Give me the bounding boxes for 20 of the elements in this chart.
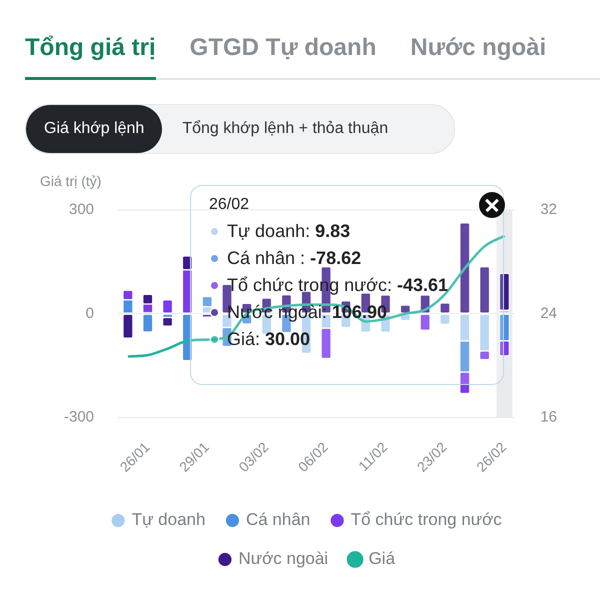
text: GTGD Tự doanh [190, 33, 376, 63]
legend-label: Tự doanh [132, 510, 206, 530]
text: Giá khớp lệnh [26, 105, 162, 153]
y-axis-title: Giá trị (tỷ) [40, 172, 102, 189]
legend-label: Nước ngoài [238, 549, 328, 568]
legend-label: Giá [368, 549, 396, 568]
legend-label: Cá nhân [246, 510, 310, 530]
annotation: 26/02 [209, 196, 250, 214]
chart-title: Tổng giá trị [25, 28, 156, 80]
y2-tick-label: 16 [540, 408, 558, 426]
y-tick-label: 0 [86, 304, 94, 322]
annotation: Cá nhân : -78.62 [227, 248, 362, 269]
text: Nước ngoài [410, 33, 546, 63]
legend-label: Tổ chức trong nước [350, 510, 502, 530]
y2-tick-label: 24 [540, 304, 558, 322]
y-tick-label: -300 [64, 408, 94, 426]
y-tick-label: 300 [68, 201, 94, 218]
text: Tổng khớp lệnh + thỏa thuận [181, 120, 388, 138]
y2-tick-label: 32 [540, 201, 558, 218]
annotation: Tự doanh: 9.83 [227, 221, 350, 242]
